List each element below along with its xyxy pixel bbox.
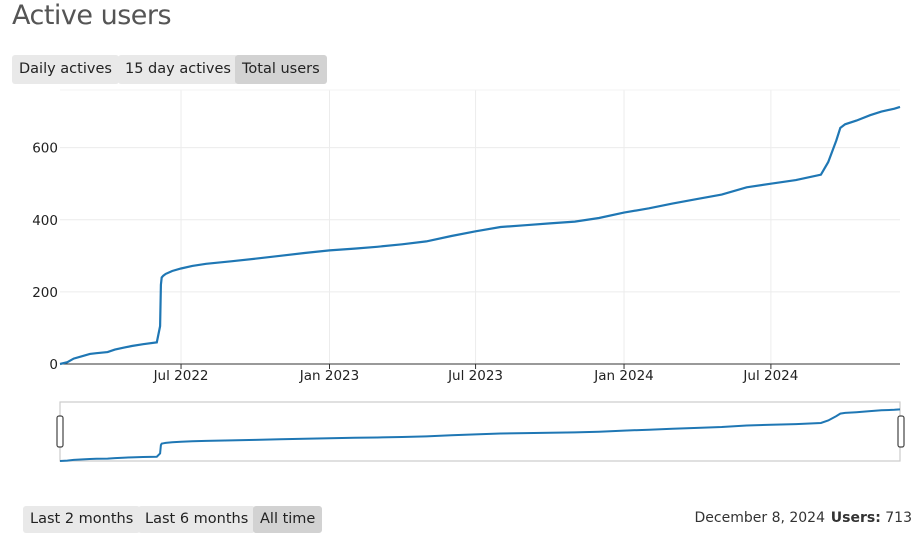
series-line-total-users [59, 105, 901, 366]
tab-15-day-actives[interactable]: 15 day actives [118, 55, 238, 84]
range-all-time[interactable]: All time [253, 506, 323, 533]
main-chart: 0 200 400 600 Jul 2022 Jan 2023 Jul 2023 Jan 2… [32, 89, 901, 384]
x-tick-label: Jul 2022 [153, 368, 209, 384]
y-tick-label: 200 [32, 285, 58, 301]
range-last-2-months[interactable]: Last 2 months [23, 506, 141, 533]
users-value: 713 [885, 510, 912, 526]
y-tick-label: 0 [49, 357, 58, 373]
navigator-handle-left[interactable] [56, 415, 64, 448]
x-tick-label: Jan 2024 [593, 368, 653, 384]
footer-date: December 8, 2024 [694, 510, 825, 526]
range-navigator[interactable] [0, 395, 919, 475]
page-title: Active users [12, 0, 172, 31]
y-axis-ticks: 0 200 400 600 [32, 141, 58, 373]
tab-daily-actives[interactable]: Daily actives [12, 55, 119, 84]
x-tick-label: Jul 2024 [742, 368, 798, 384]
navigator-handle-right[interactable] [897, 415, 905, 448]
navigator-frame [59, 401, 901, 462]
y-tick-label: 600 [32, 141, 58, 157]
range-last-6-months[interactable]: Last 6 months [138, 506, 256, 533]
footer-users: Users: 713 [831, 510, 912, 526]
grid-lines [60, 89, 900, 364]
tab-total-users[interactable]: Total users [235, 55, 327, 84]
x-axis-ticks: Jul 2022 Jan 2023 Jul 2023 Jan 2024 Jul 2024 [153, 364, 798, 384]
x-tick-label: Jul 2023 [447, 368, 503, 384]
navigator-series-line [59, 408, 901, 462]
y-tick-label: 400 [32, 213, 58, 229]
x-tick-label: Jan 2023 [299, 368, 359, 384]
users-label: Users: [830, 510, 881, 526]
